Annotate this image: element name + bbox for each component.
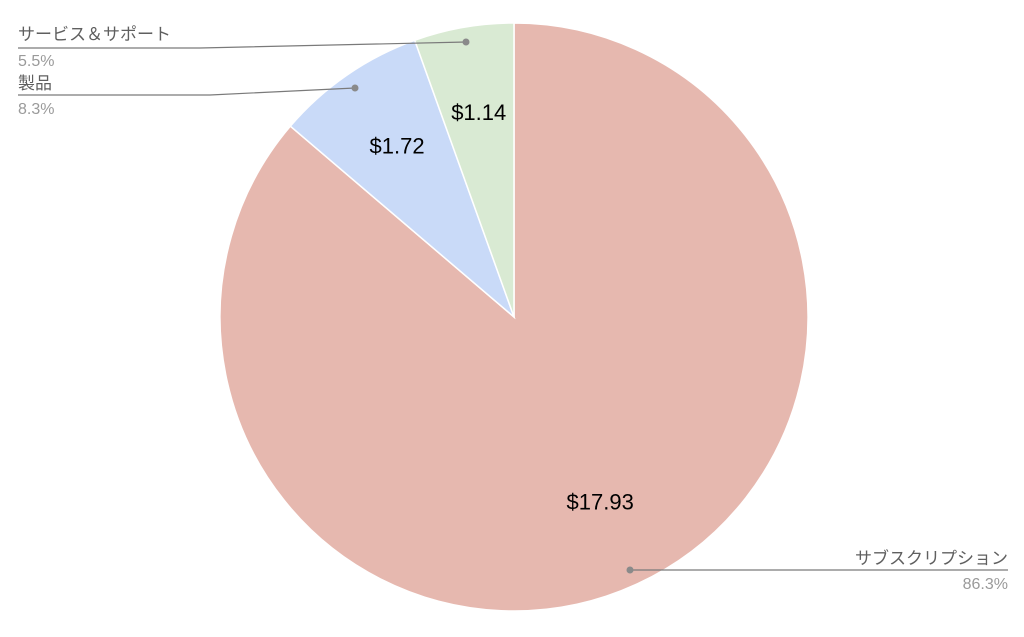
legend-percent-services: 5.5% xyxy=(18,53,54,70)
legend-percent-products: 8.3% xyxy=(18,101,54,118)
leader-dot-products xyxy=(351,84,359,92)
leader-dot-services xyxy=(462,38,470,46)
leader-dot-subscription xyxy=(626,566,634,574)
slice-value-label-1: $1.72 xyxy=(370,133,425,158)
pie-slice-2 xyxy=(413,22,515,318)
legend-name-products: 製品 xyxy=(18,74,52,94)
callout-subscription: サブスクリプション 86.3% xyxy=(626,548,1008,593)
callout-services: サービス＆サポート 5.5% xyxy=(18,25,470,70)
slice-value-labels: $17.93 $1.72 $1.14 xyxy=(370,100,634,515)
legend-name-subscription: サブスクリプション xyxy=(855,548,1008,569)
leader-line-services xyxy=(18,41,467,49)
leader-line-products xyxy=(18,87,356,96)
callout-products: 製品 8.3% xyxy=(18,74,359,118)
slice-value-label-2: $1.14 xyxy=(451,100,506,125)
slice-value-label-0: $17.93 xyxy=(567,490,634,515)
legend-name-services: サービス＆サポート xyxy=(18,25,171,45)
legend-percent-subscription: 86.3% xyxy=(963,576,1008,593)
pie-slices xyxy=(219,22,809,612)
